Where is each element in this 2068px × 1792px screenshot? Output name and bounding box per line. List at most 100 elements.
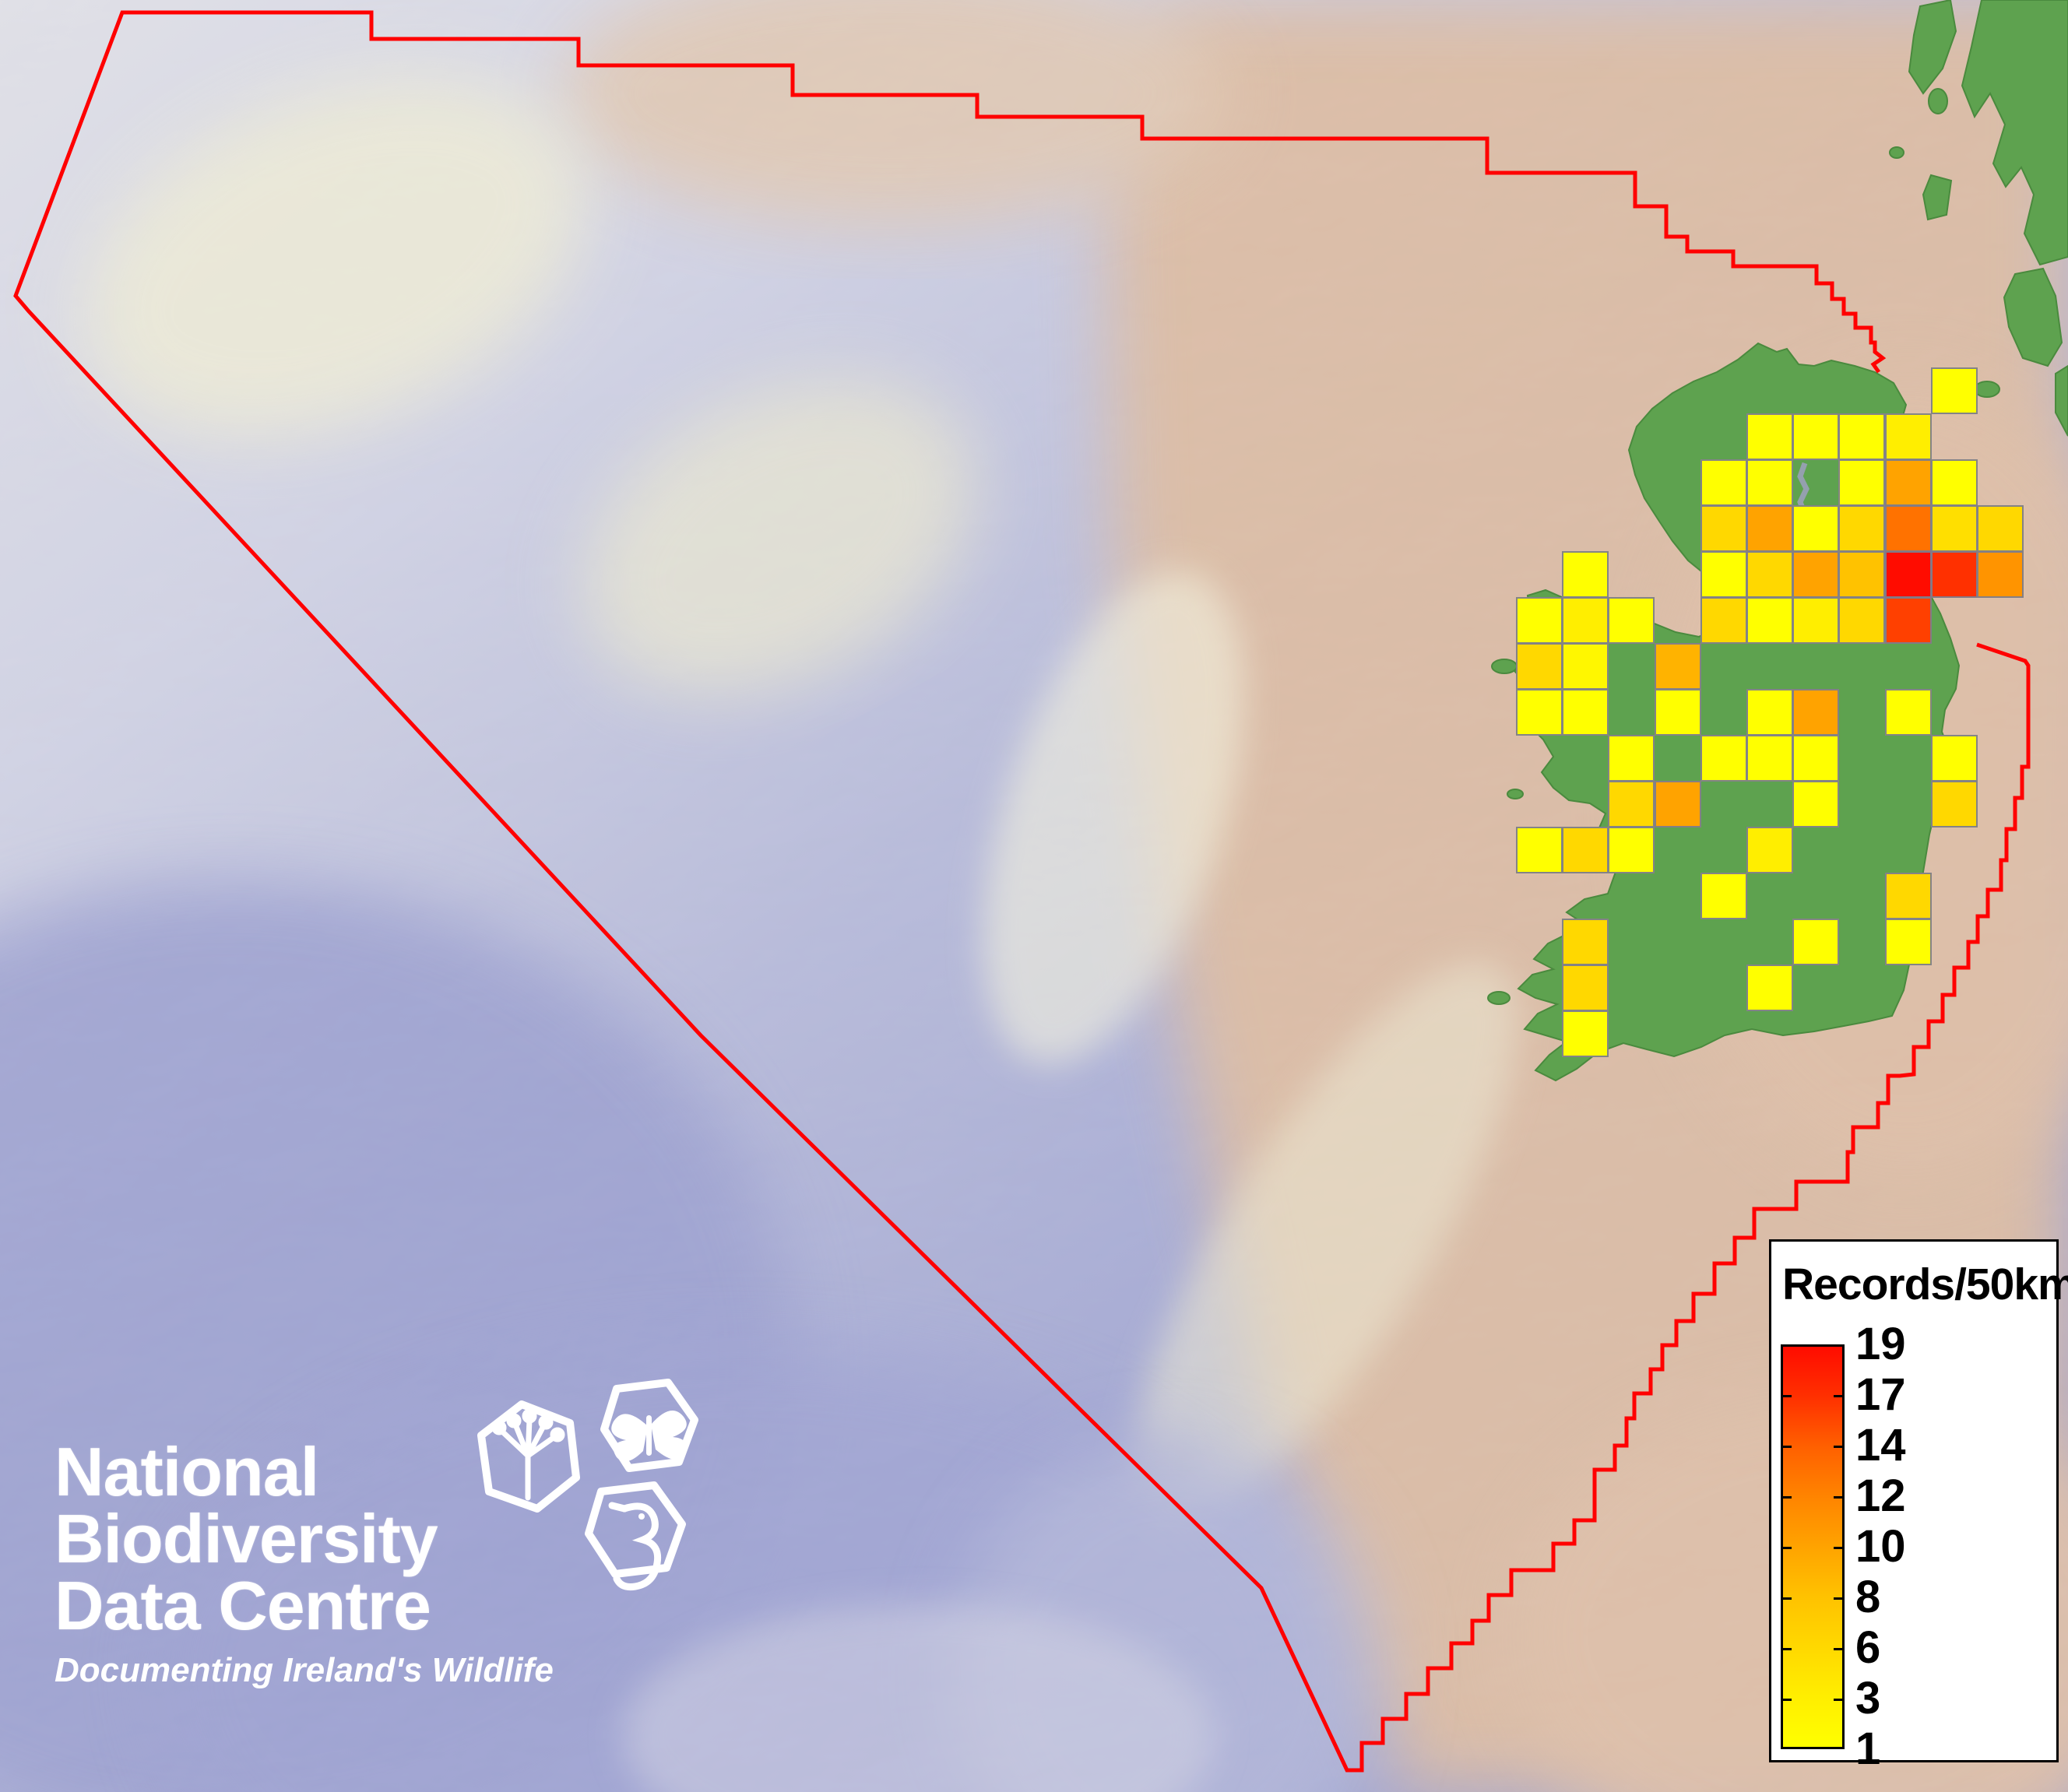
grid-cell bbox=[1838, 459, 1885, 506]
seahorse-icon bbox=[608, 1502, 662, 1590]
grid-cell bbox=[1516, 827, 1563, 873]
legend-tick bbox=[1834, 1446, 1845, 1448]
legend-tick bbox=[1781, 1446, 1792, 1448]
grid-cell bbox=[1516, 689, 1563, 736]
legend-label: 10 bbox=[1855, 1521, 1906, 1572]
grid-cell bbox=[1562, 919, 1609, 965]
grid-cell bbox=[1838, 413, 1885, 460]
legend-label: 19 bbox=[1855, 1319, 1906, 1369]
grid-cell bbox=[1746, 735, 1793, 782]
grid-cell bbox=[1838, 551, 1885, 598]
grid-cell bbox=[1792, 919, 1839, 965]
legend-tick bbox=[1834, 1597, 1845, 1600]
grid-cell bbox=[1792, 735, 1839, 782]
grid-cell bbox=[1977, 551, 2024, 598]
grid-cell bbox=[1608, 781, 1655, 827]
grid-cell bbox=[1746, 551, 1793, 598]
legend-label: 3 bbox=[1855, 1673, 1881, 1723]
grid-cell bbox=[1746, 505, 1793, 552]
legend-label: 12 bbox=[1855, 1470, 1906, 1521]
grid-cell bbox=[1885, 873, 1932, 919]
legend-tick bbox=[1834, 1496, 1845, 1499]
grid-cell bbox=[1792, 551, 1839, 598]
legend-label: 1 bbox=[1855, 1723, 1881, 1774]
grid-cell bbox=[1700, 735, 1747, 782]
grid-cell bbox=[1655, 643, 1701, 690]
grid-cell bbox=[1700, 551, 1747, 598]
grid-cell bbox=[1885, 413, 1932, 460]
grid-cell bbox=[1562, 827, 1609, 873]
legend-tick bbox=[1834, 1395, 1845, 1397]
grid-cell bbox=[1562, 965, 1609, 1011]
grid-cell bbox=[1608, 827, 1655, 873]
grid-cell bbox=[1792, 505, 1839, 552]
butterfly-icon bbox=[611, 1411, 687, 1462]
legend-tick bbox=[1834, 1699, 1845, 1701]
grid-cell bbox=[1608, 597, 1655, 644]
legend-box: Records/50km 19 17 14 12 10 8 6 3 1 bbox=[1769, 1239, 2068, 1774]
grid-cell bbox=[1792, 413, 1839, 460]
grid-cell bbox=[1931, 551, 1978, 598]
grid-cell bbox=[1746, 597, 1793, 644]
grid-cell bbox=[1700, 873, 1747, 919]
grid-cell bbox=[1746, 459, 1793, 506]
legend-tick bbox=[1834, 1648, 1845, 1650]
logo-line-3: Data Centre bbox=[55, 1567, 431, 1645]
grid-cell bbox=[1562, 1010, 1609, 1057]
grid-cell bbox=[1838, 505, 1885, 552]
legend-label: 6 bbox=[1855, 1622, 1881, 1673]
grid-cell bbox=[1792, 597, 1839, 644]
grid-cell bbox=[1977, 505, 2024, 552]
grid-cell bbox=[1746, 413, 1793, 460]
grid-cell bbox=[1608, 735, 1655, 782]
grid-cell bbox=[1885, 551, 1932, 598]
logo-line-2: Biodiversity bbox=[55, 1500, 438, 1578]
grid-cell bbox=[1885, 689, 1932, 736]
grid-cell bbox=[1885, 919, 1932, 965]
grid-cell bbox=[1746, 689, 1793, 736]
grid-cell bbox=[1655, 781, 1701, 827]
hexagon-butterfly bbox=[600, 1379, 698, 1472]
hexagon-seahorse bbox=[585, 1481, 686, 1578]
legend-tick bbox=[1781, 1648, 1792, 1650]
legend-tick bbox=[1781, 1547, 1792, 1549]
grid-cell bbox=[1516, 597, 1563, 644]
logo-hexagons bbox=[477, 1379, 698, 1590]
grid-cell bbox=[1885, 459, 1932, 506]
legend-tick bbox=[1834, 1547, 1845, 1549]
grid-cell bbox=[1700, 505, 1747, 552]
grid-cell bbox=[1746, 965, 1793, 1011]
grid-cell bbox=[1885, 505, 1932, 552]
grid-cell bbox=[1931, 781, 1978, 827]
legend-label: 14 bbox=[1855, 1420, 1906, 1470]
grid-cell bbox=[1931, 735, 1978, 782]
grid-cell bbox=[1516, 643, 1563, 690]
legend-label: 8 bbox=[1855, 1572, 1881, 1622]
grid-cell bbox=[1885, 597, 1932, 644]
grid-cell bbox=[1931, 367, 1978, 414]
hexagon-plant bbox=[477, 1400, 580, 1513]
grid-cell bbox=[1655, 689, 1701, 736]
legend-tick bbox=[1781, 1496, 1792, 1499]
grid-cell bbox=[1746, 827, 1793, 873]
grid-cell bbox=[1700, 597, 1747, 644]
designated-area-boundary bbox=[13, 10, 2031, 1773]
legend-tick bbox=[1781, 1699, 1792, 1701]
legend-tick bbox=[1781, 1395, 1792, 1397]
grid-cell bbox=[1838, 597, 1885, 644]
grid-cell bbox=[1931, 459, 1978, 506]
grid-cell bbox=[1931, 505, 1978, 552]
plant-icon bbox=[491, 1408, 565, 1501]
legend-title: Records/50km bbox=[1782, 1260, 2068, 1309]
nbdc-logo: National Biodiversity Data Centre Docume… bbox=[55, 1379, 755, 1766]
grid-cell bbox=[1792, 781, 1839, 827]
grid-cell bbox=[1792, 689, 1839, 736]
grid-cell bbox=[1562, 597, 1609, 644]
scotland-landmass bbox=[1961, 0, 2068, 266]
grid-cell bbox=[1700, 459, 1747, 506]
legend-tick bbox=[1781, 1597, 1792, 1600]
logo-line-1: National bbox=[55, 1433, 319, 1510]
legend-label: 17 bbox=[1855, 1369, 1906, 1420]
grid-cell bbox=[1562, 689, 1609, 736]
